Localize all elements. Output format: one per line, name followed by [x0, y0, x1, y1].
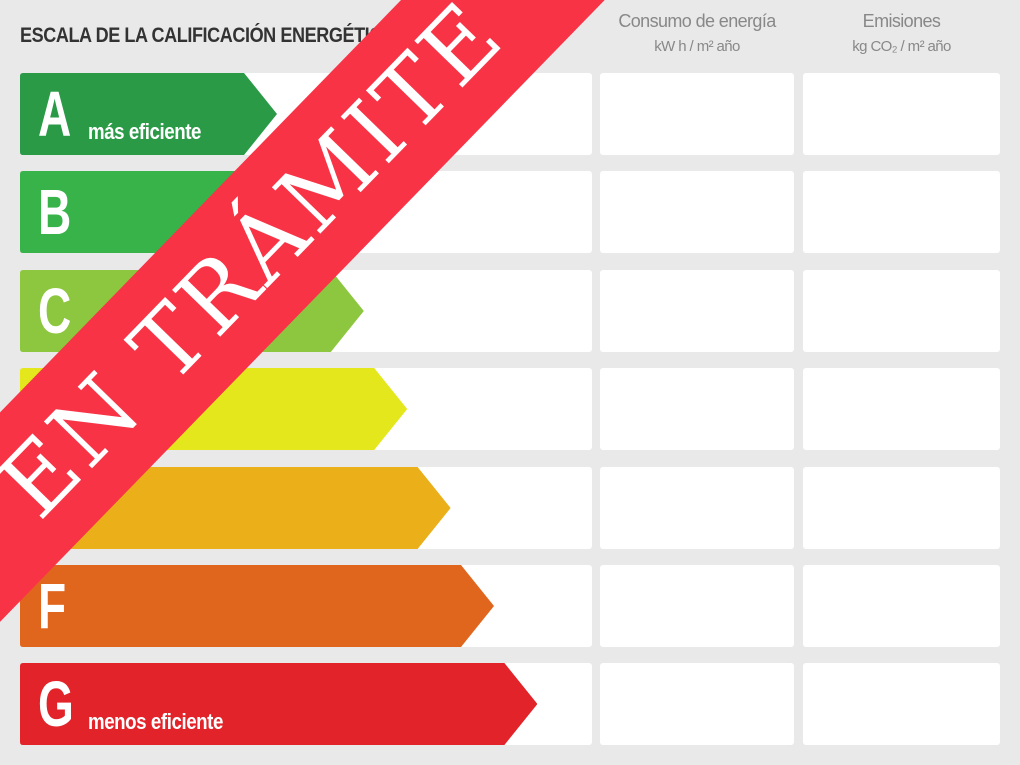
rating-arrow-f: F [20, 565, 494, 647]
rating-letter: A [38, 78, 72, 150]
rating-row: E [0, 466, 1020, 549]
emissions-value-cell [803, 565, 1000, 647]
column-label: Consumo de energía [618, 11, 776, 31]
energy-value-cell [600, 171, 794, 254]
rating-description: menos eficiente [88, 709, 223, 735]
scale-title: ESCALA DE LA CALIFICACIÓN ENERGÉTICA [20, 24, 395, 47]
column-header-emissions: Emisiones kg CO₂ / m² año [803, 8, 1000, 60]
rating-letter: G [38, 668, 74, 741]
rating-letter: F [38, 570, 67, 642]
emissions-value-cell [803, 171, 1000, 254]
rating-row: B [0, 171, 1020, 254]
emissions-value-cell [803, 269, 1000, 352]
energy-value-cell [600, 663, 794, 746]
emissions-value-cell [803, 466, 1000, 549]
rating-description: más eficiente [88, 119, 201, 144]
rating-letter: C [38, 274, 72, 347]
emissions-value-cell [803, 368, 1000, 451]
arrow-shape [20, 663, 538, 746]
column-unit: kW h / m² año [654, 38, 740, 55]
energy-value-cell [600, 368, 794, 451]
energy-value-cell [600, 269, 794, 352]
energy-value-cell [600, 466, 794, 549]
arrow-shape [20, 565, 494, 647]
emissions-value-cell [803, 663, 1000, 746]
rating-row: F [0, 565, 1020, 647]
emissions-value-cell [803, 73, 1000, 155]
column-label: Emisiones [862, 11, 941, 31]
rating-letter: B [38, 176, 72, 249]
energy-value-cell [600, 565, 794, 647]
column-header-energy: Consumo de energía kW h / m² año [600, 8, 794, 60]
energy-value-cell [600, 73, 794, 155]
arrow-shape [20, 73, 277, 155]
column-unit: kg CO₂ / m² año [852, 38, 951, 55]
